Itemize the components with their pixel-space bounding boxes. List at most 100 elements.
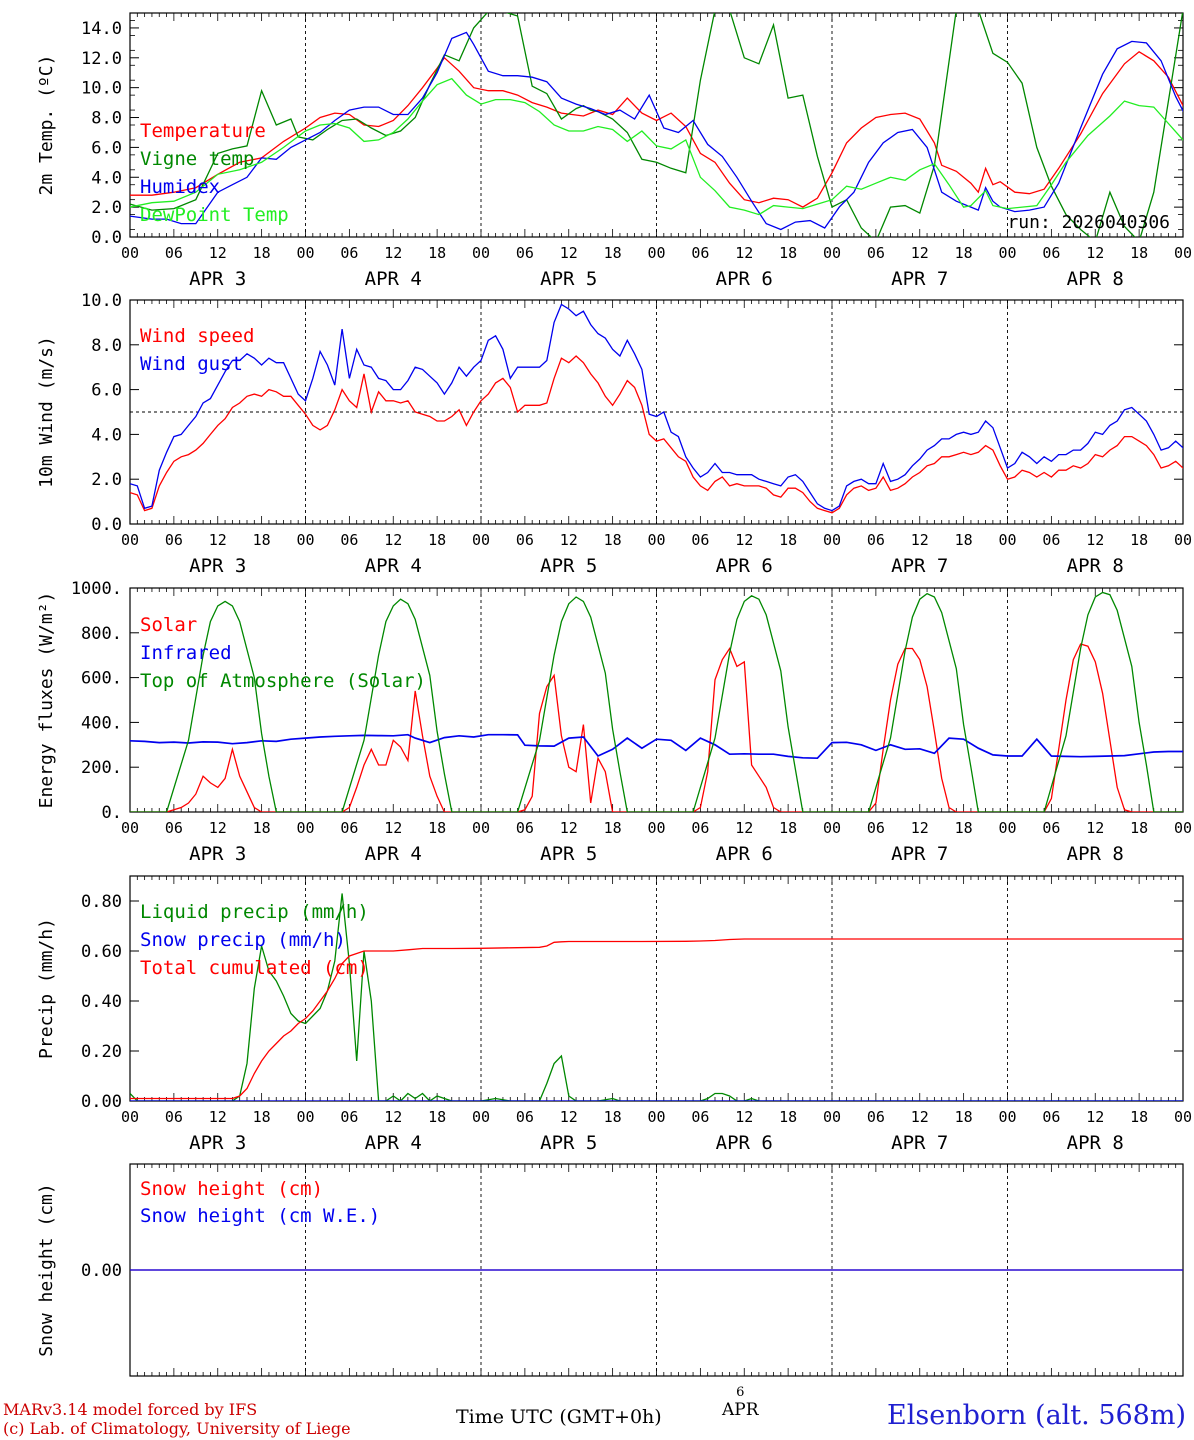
x-tick-label: 18 bbox=[955, 531, 973, 549]
energy-panel: 0. 200. 400. 600. 800. 1000. Energy fluxes (W/… bbox=[36, 579, 1192, 865]
x-tick-label: 12 bbox=[735, 819, 753, 837]
x-tick-label: 12 bbox=[209, 531, 227, 549]
x-tick-label: 00 bbox=[998, 244, 1016, 262]
footer-date-month: APR bbox=[722, 1400, 759, 1420]
x-tick-label: 06 bbox=[867, 531, 885, 549]
x-tick-label: 00 bbox=[998, 531, 1016, 549]
day-label: APR 6 bbox=[716, 555, 773, 577]
day-label: APR 7 bbox=[891, 555, 948, 577]
legend-entry: Humidex bbox=[140, 176, 220, 198]
x-tick-label: 12 bbox=[911, 531, 929, 549]
x-tick-label: 06 bbox=[691, 819, 709, 837]
legend-entry: Wind gust bbox=[140, 353, 243, 375]
x-tick-label: 06 bbox=[691, 1108, 709, 1126]
x-tick-label: 00 bbox=[121, 244, 139, 262]
y-axis-title: Snow height (cm) bbox=[36, 1183, 57, 1356]
model-credit-line1: MARv3.14 model forced by IFS bbox=[3, 1400, 258, 1419]
y-axis-title: 10m Wind (m/s) bbox=[36, 336, 57, 488]
series-line-total-cumulated-cm- bbox=[130, 938, 1183, 1100]
day-label: APR 3 bbox=[189, 268, 246, 290]
day-label: APR 8 bbox=[1067, 1132, 1124, 1154]
day-label: APR 5 bbox=[540, 268, 597, 290]
y-axis-title: Precip (mm/h) bbox=[36, 918, 57, 1059]
series-line-infrared bbox=[130, 733, 1183, 760]
x-tick-label: 18 bbox=[428, 819, 446, 837]
x-tick-label: 12 bbox=[735, 1108, 753, 1126]
x-tick-label: 00 bbox=[296, 244, 314, 262]
x-tick-label: 06 bbox=[340, 1108, 358, 1126]
x-tick-label: 18 bbox=[428, 531, 446, 549]
x-tick-label: 12 bbox=[735, 531, 753, 549]
day-label: APR 3 bbox=[189, 1132, 246, 1154]
x-tick-label: 00 bbox=[121, 1108, 139, 1126]
footer-date-day: 6 bbox=[736, 1385, 745, 1400]
x-tick-label: 06 bbox=[516, 531, 534, 549]
x-tick-label: 18 bbox=[1130, 1108, 1148, 1126]
x-tick-label: 18 bbox=[955, 1108, 973, 1126]
x-tick-label: 12 bbox=[911, 244, 929, 262]
x-tick-label: 12 bbox=[1086, 531, 1104, 549]
x-tick-label: 12 bbox=[560, 244, 578, 262]
x-tick-label: 18 bbox=[428, 1108, 446, 1126]
x-tick-label: 00 bbox=[1174, 531, 1192, 549]
x-tick-label: 06 bbox=[691, 244, 709, 262]
series-line-solar bbox=[130, 643, 1183, 812]
x-tick-label: 12 bbox=[560, 1108, 578, 1126]
x-tick-label: 06 bbox=[1042, 819, 1060, 837]
y-tick-label: 6.0 bbox=[91, 138, 122, 158]
x-tick-label: 18 bbox=[955, 819, 973, 837]
day-label: APR 4 bbox=[365, 843, 422, 865]
x-tick-label: 06 bbox=[165, 531, 183, 549]
y-tick-label: 1000. bbox=[71, 579, 122, 599]
day-label: APR 4 bbox=[365, 268, 422, 290]
x-tick-label: 12 bbox=[384, 819, 402, 837]
x-tick-label: 18 bbox=[779, 244, 797, 262]
x-tick-label: 06 bbox=[516, 819, 534, 837]
day-label: APR 3 bbox=[189, 843, 246, 865]
series-line-dewpoint-temp bbox=[130, 77, 1183, 216]
wind-panel: 0.0 2.0 4.0 6.0 8.0 10.0 10m Wind (m/s) 00 06 12 1… bbox=[36, 291, 1192, 577]
y-tick-label: 12.0 bbox=[81, 49, 122, 69]
day-label: APR 5 bbox=[540, 1132, 597, 1154]
x-tick-label: 00 bbox=[472, 1108, 490, 1126]
x-tick-label: 00 bbox=[472, 531, 490, 549]
series-line-wind-speed bbox=[130, 355, 1183, 514]
x-tick-label: 06 bbox=[691, 531, 709, 549]
legend-entry: Top of Atmosphere (Solar) bbox=[140, 670, 426, 692]
x-tick-label: 12 bbox=[735, 244, 753, 262]
y-tick-label: 4.0 bbox=[91, 425, 122, 445]
series-line-humidex bbox=[130, 31, 1183, 231]
series-line-wind-gust bbox=[130, 303, 1183, 512]
station-name: Elsenborn (alt. 568m) bbox=[887, 1400, 1186, 1431]
day-label: APR 8 bbox=[1067, 268, 1124, 290]
x-tick-label: 00 bbox=[998, 819, 1016, 837]
day-label: APR 8 bbox=[1067, 555, 1124, 577]
x-tick-label: 06 bbox=[867, 819, 885, 837]
x-tick-label: 00 bbox=[1174, 819, 1192, 837]
legend-entry: DewPoint Temp bbox=[140, 204, 289, 226]
legend-entry: Total cumulated (cm) bbox=[140, 957, 369, 979]
x-tick-label: 18 bbox=[1130, 531, 1148, 549]
y-tick-label: 800. bbox=[81, 624, 122, 644]
x-tick-label: 12 bbox=[1086, 1108, 1104, 1126]
x-tick-label: 18 bbox=[1130, 819, 1148, 837]
x-tick-label: 06 bbox=[516, 1108, 534, 1126]
x-tick-label: 06 bbox=[1042, 1108, 1060, 1126]
x-tick-label: 00 bbox=[121, 531, 139, 549]
x-tick-label: 18 bbox=[955, 244, 973, 262]
y-tick-label: 4.0 bbox=[91, 168, 122, 188]
day-label: APR 6 bbox=[716, 843, 773, 865]
series-line-top-of-atmosphere-solar- bbox=[130, 591, 1183, 812]
x-tick-label: 12 bbox=[560, 819, 578, 837]
day-label: APR 5 bbox=[540, 555, 597, 577]
x-tick-label: 00 bbox=[121, 819, 139, 837]
y-tick-label: 0.0 bbox=[91, 228, 122, 248]
y-tick-label: 8.0 bbox=[91, 336, 122, 356]
x-tick-label: 06 bbox=[867, 1108, 885, 1126]
x-tick-label: 18 bbox=[604, 531, 622, 549]
y-tick-label: 0.40 bbox=[81, 992, 122, 1012]
x-tick-label: 18 bbox=[253, 1108, 271, 1126]
x-tick-label: 00 bbox=[823, 244, 841, 262]
x-tick-label: 00 bbox=[1174, 244, 1192, 262]
